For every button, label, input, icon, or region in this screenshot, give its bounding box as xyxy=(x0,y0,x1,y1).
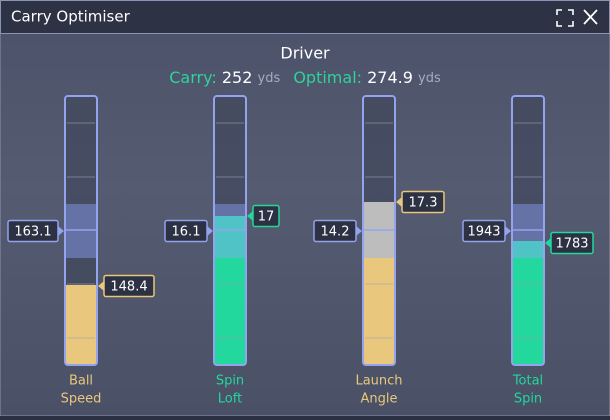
callout-value: 17.3 xyxy=(409,196,438,211)
gauge-fill xyxy=(65,204,97,258)
gauge-fill xyxy=(512,241,544,258)
gauge-label: Spin xyxy=(216,374,244,389)
gauge-label: Loft xyxy=(218,392,242,407)
club-name: Driver xyxy=(280,44,330,63)
carry-label: Carry: xyxy=(169,68,217,87)
gauge-fill xyxy=(363,258,395,365)
gauge-frame xyxy=(511,95,545,366)
gauge-fill xyxy=(214,258,246,365)
callout-pointer xyxy=(505,226,511,236)
callout-pointer xyxy=(545,238,551,248)
gauge-label: Ball xyxy=(69,374,93,389)
optimal-unit: yds xyxy=(418,71,441,86)
gauge: 16.1 17 Spin Loft xyxy=(164,95,280,407)
callout-value: 1943 xyxy=(467,225,500,240)
gauge-fill xyxy=(512,204,544,241)
title-bar xyxy=(0,0,610,34)
gauge-label: Angle xyxy=(361,392,398,407)
expand-button[interactable] xyxy=(556,9,574,27)
carry-summary: Carry: 252 yds Optimal: 274.9 yds xyxy=(169,68,441,87)
callout-pointer xyxy=(98,281,104,291)
gauge-label: Total xyxy=(512,374,543,389)
callout-pointer xyxy=(356,226,362,236)
gauge-frame xyxy=(64,95,98,366)
carry-unit: yds xyxy=(258,71,281,86)
callout-value: 163.1 xyxy=(14,225,51,240)
gauge-fill xyxy=(214,216,246,258)
gauge: 1943 1783 Total Spin xyxy=(462,95,594,407)
gauge-fill xyxy=(214,204,246,216)
carry-value: 252 xyxy=(222,68,253,87)
optimal-value: 274.9 xyxy=(367,68,413,87)
callout-value: 148.4 xyxy=(110,280,147,295)
callout-pointer xyxy=(207,226,213,236)
gauge: 14.2 17.3 Launch Angle xyxy=(313,95,445,407)
gauge-label: Launch xyxy=(355,374,402,389)
gauge-fill xyxy=(512,258,544,365)
callout-pointer xyxy=(58,226,64,236)
callout-pointer xyxy=(396,197,402,207)
callout-value: 16.1 xyxy=(172,225,201,240)
window-title: Carry Optimiser xyxy=(11,8,131,26)
gauge-frame xyxy=(362,95,396,366)
gauge-label: Speed xyxy=(61,392,102,407)
close-button[interactable] xyxy=(583,9,598,25)
gauge: 163.1 148.4 Ball Speed xyxy=(7,95,155,407)
callout-value: 17 xyxy=(258,210,275,225)
optimal-label: Optimal: xyxy=(293,68,362,87)
callout-value: 1783 xyxy=(555,237,588,252)
gauge-fill xyxy=(65,285,97,365)
callout-pointer xyxy=(247,211,253,221)
callout-value: 14.2 xyxy=(321,225,350,240)
gauge-frame xyxy=(213,95,247,366)
gauge-label: Spin xyxy=(514,392,542,407)
